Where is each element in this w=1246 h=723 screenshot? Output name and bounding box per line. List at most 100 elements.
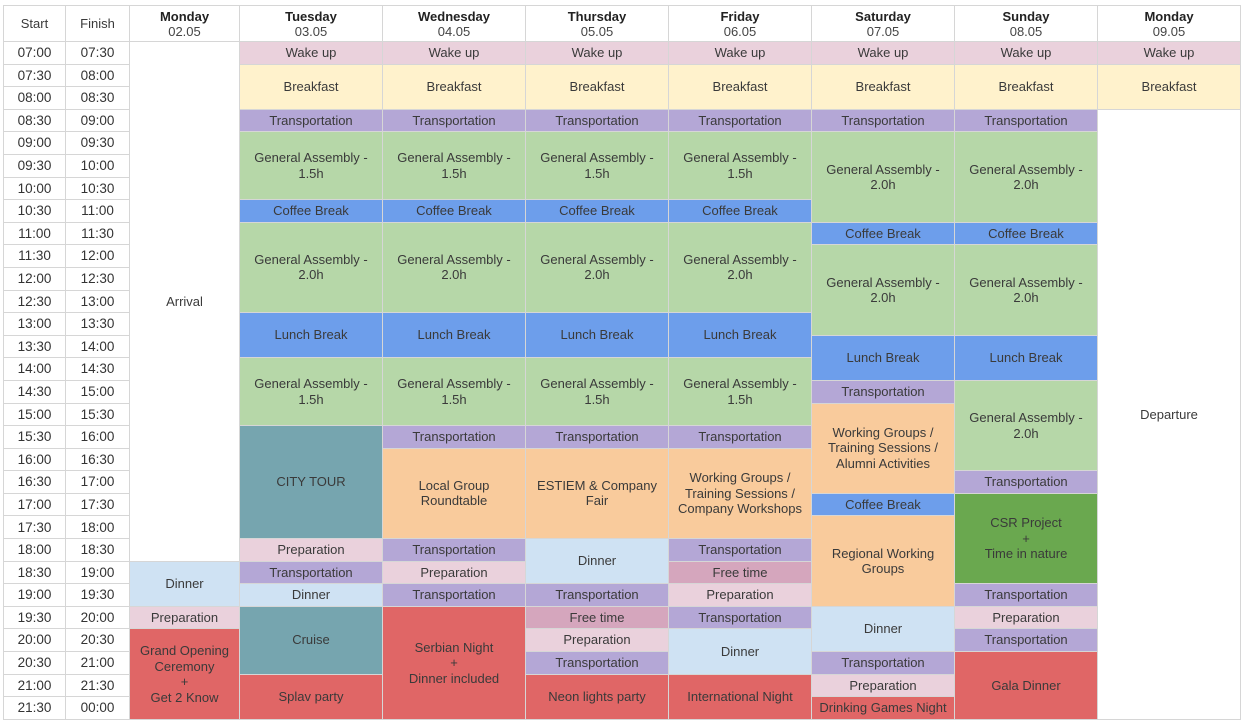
finish-time: 20:30 [66,629,130,653]
schedule-event: Working Groups / Training Sessions / Alu… [812,403,955,494]
schedule-event: Dinner [526,539,669,585]
start-time: 12:00 [3,267,66,291]
finish-time: 19:00 [66,561,130,585]
start-time: 15:00 [3,403,66,427]
schedule-event: General Assembly - 2.0h [955,132,1098,223]
schedule-event: Lunch Break [955,335,1098,381]
schedule-event: Preparation [240,539,383,562]
schedule-event: Cruise [240,606,383,675]
schedule-event: Breakfast [240,64,383,110]
schedule-event: General Assembly - 1.5h [669,358,812,427]
start-time: 17:00 [3,493,66,517]
start-time: 21:00 [3,674,66,698]
start-time: 18:00 [3,539,66,562]
day-header: Thursday 05.05 [526,5,669,42]
schedule-event: Transportation [812,380,955,404]
start-time: 10:30 [3,200,66,223]
finish-time: 13:30 [66,313,130,336]
schedule-event: Dinner [240,584,383,607]
finish-time: 12:00 [66,245,130,268]
schedule-event: Wake up [240,42,383,65]
schedule-event: General Assembly - 1.5h [383,132,526,201]
schedule-event: Coffee Break [955,222,1098,246]
day-name: Wednesday [417,8,490,24]
day-header: Saturday 07.05 [812,5,955,42]
schedule-event: Regional Working Groups [812,516,955,607]
day-name: Monday [1144,8,1194,24]
schedule-event: Wake up [526,42,669,65]
day-header: Monday 09.05 [1098,5,1241,42]
finish-time: 09:00 [66,109,130,133]
start-time: 19:30 [3,606,66,630]
day-name: Friday [720,8,760,24]
schedule-event: Preparation [955,606,1098,630]
day-name: Saturday [855,8,911,24]
start-time: 21:30 [3,697,66,720]
finish-time: 08:30 [66,87,130,110]
day-date: 02.05 [168,23,201,39]
schedule-event: Transportation [955,109,1098,133]
schedule-event: Coffee Break [812,493,955,517]
schedule-event: General Assembly - 2.0h [383,222,526,314]
schedule-event: Breakfast [383,64,526,110]
finish-time: 11:30 [66,222,130,246]
day-name: Tuesday [285,8,337,24]
schedule-event: Preparation [130,606,240,630]
start-time: 16:30 [3,471,66,494]
schedule-event: Transportation [383,539,526,562]
start-time: 12:30 [3,290,66,314]
day-name: Thursday [567,8,627,24]
schedule-event: Dinner [130,561,240,607]
schedule-event: Breakfast [526,64,669,110]
schedule-event: Working Groups / Training Sessions / Com… [669,448,812,540]
schedule-event: General Assembly - 2.0h [812,245,955,336]
finish-time: 20:00 [66,606,130,630]
day-date: 06.05 [723,23,757,39]
schedule-event: Wake up [955,42,1098,65]
schedule-event: Free time [526,606,669,630]
schedule-event: General Assembly - 1.5h [526,132,669,201]
schedule-event: Neon lights party [526,674,669,720]
day-header: Sunday 08.05 [955,5,1098,42]
schedule-event: Preparation [669,584,812,607]
schedule-event: Transportation [955,629,1098,653]
day-date: 09.05 [1152,23,1186,39]
schedule-event: Transportation [812,109,955,133]
schedule-event: Transportation [812,652,955,675]
schedule-event: Breakfast [669,64,812,110]
start-time: 11:00 [3,222,66,246]
start-time: 15:30 [3,426,66,449]
schedule-event: General Assembly - 2.0h [526,222,669,314]
start-time: 16:00 [3,448,66,472]
schedule-event: Serbian Night + Dinner included [383,606,526,720]
start-time: 07:30 [3,64,66,88]
schedule-event: Preparation [526,629,669,653]
schedule-event: Lunch Break [383,313,526,359]
start-time: 11:30 [3,245,66,268]
schedule-event: Departure [1098,109,1241,720]
schedule-event: Coffee Break [383,200,526,223]
schedule-event: Preparation [812,674,955,698]
start-time: 17:30 [3,516,66,540]
schedule-event: Grand Opening Ceremony + Get 2 Know [130,629,240,720]
schedule-event: Coffee Break [240,200,383,223]
finish-time: 15:00 [66,380,130,404]
finish-time: 21:30 [66,674,130,698]
schedule-event: General Assembly - 2.0h [955,380,1098,472]
schedule-event: Transportation [240,109,383,133]
schedule-event: Coffee Break [669,200,812,223]
start-time: 09:30 [3,154,66,178]
finish-time: 10:30 [66,177,130,201]
schedule-event: General Assembly - 2.0h [240,222,383,314]
schedule-event: Transportation [526,426,669,449]
finish-time: 19:30 [66,584,130,607]
schedule-event: CSR Project + Time in nature [955,493,1098,585]
day-date: 04.05 [437,23,471,39]
schedule-event: Breakfast [955,64,1098,110]
finish-time: 07:30 [66,42,130,65]
start-time: 08:30 [3,109,66,133]
schedule-event: Wake up [812,42,955,65]
finish-time: 14:00 [66,335,130,359]
schedule-event: Drinking Games Night [812,697,955,720]
